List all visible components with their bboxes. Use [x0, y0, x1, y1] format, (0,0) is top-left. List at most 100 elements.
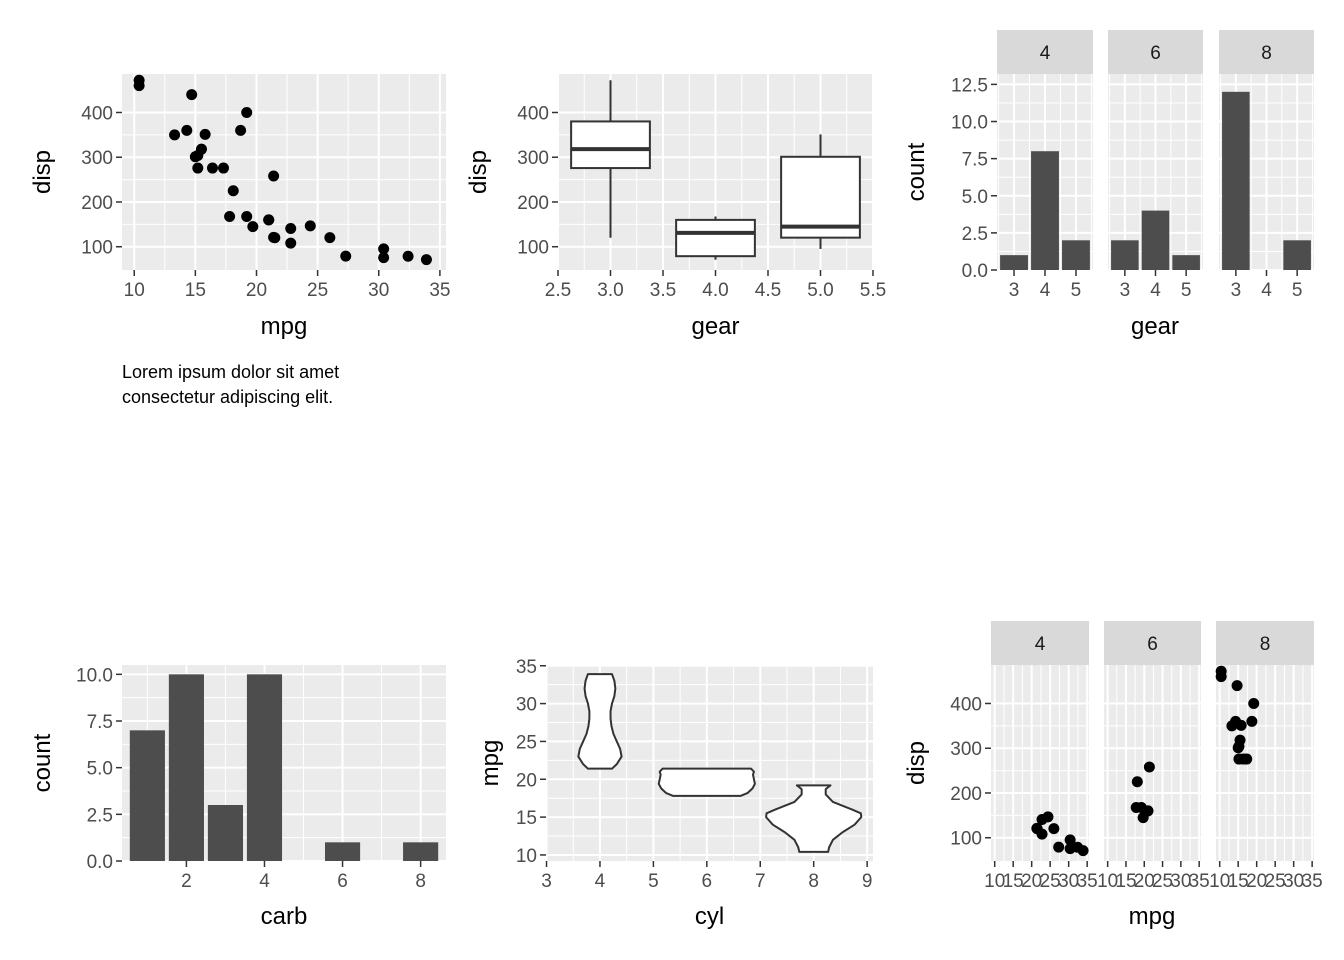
scatter-point — [285, 222, 297, 234]
facet-strip — [1219, 30, 1314, 74]
caption: Lorem ipsum dolor sit amet consectetur a… — [122, 360, 339, 410]
x-axis-title: gear — [1131, 313, 1179, 340]
scatter-point — [1232, 742, 1244, 754]
x-tick-label: 30 — [1058, 871, 1079, 892]
box-body — [780, 155, 861, 239]
violin-cyl-6 — [657, 767, 756, 797]
scatter-point — [1031, 822, 1043, 834]
chart-facet-scatter-mpg-disp: 1015202530351002003004004101520253035610… — [903, 621, 1323, 930]
x-tick-label: 4 — [1040, 280, 1051, 301]
facet-strip-label: 8 — [1261, 43, 1272, 64]
box-gear-5 — [780, 134, 861, 249]
bar — [1283, 240, 1311, 270]
scatter-point — [181, 124, 193, 136]
scatter-point — [1036, 813, 1048, 825]
x-tick-label: 10 — [984, 871, 1005, 892]
facet-strip-label: 4 — [1035, 634, 1046, 655]
x-tick-label: 9 — [862, 871, 873, 892]
y-tick-label: 100 — [81, 238, 113, 259]
x-tick-label: 20 — [246, 280, 267, 301]
scatter-point — [402, 250, 414, 262]
y-axis-title: disp — [903, 741, 930, 785]
box-body — [570, 120, 651, 170]
x-tick-label: 3 — [541, 871, 552, 892]
y-tick-label: 300 — [81, 148, 113, 169]
chart-boxplot-gear-disp: 2.5 3.0 3.5 4.0 4.5 5.0 5.5 100 200 300 400 gear dis… — [465, 74, 886, 340]
x-tick-label: 10 — [1209, 871, 1230, 892]
x-tick-label: 25 — [1040, 871, 1061, 892]
scatter-point — [199, 128, 211, 140]
facet-strip — [991, 621, 1089, 665]
x-tick-label: 20 — [1246, 871, 1267, 892]
y-axis-title: disp — [465, 150, 492, 194]
violin-cyl-8 — [765, 784, 863, 853]
scatter-point — [263, 214, 275, 226]
scatter-point — [133, 80, 145, 92]
y-tick-label: 300 — [950, 739, 982, 760]
y-tick-label: 200 — [950, 784, 982, 805]
bar — [168, 674, 204, 861]
scatter-point — [340, 250, 352, 262]
x-tick-label: 3 — [1231, 280, 1242, 301]
scatter-point — [1235, 719, 1247, 731]
x-tick-label: 15 — [1003, 871, 1024, 892]
x-axis-title: mpg — [261, 313, 308, 340]
x-tick-label: 2.5 — [545, 280, 571, 301]
y-tick-label: 200 — [81, 193, 113, 214]
facet-strip — [1216, 621, 1314, 665]
x-axis-title: carb — [261, 903, 308, 930]
y-tick-label: 400 — [950, 694, 982, 715]
y-tick-label: 100 — [950, 829, 982, 850]
scatter-point — [1143, 761, 1155, 773]
caption-line-2: consectetur adipiscing elit. — [122, 387, 334, 407]
facet-panel-4: 3 4 50.02.55.07.510.012.54 — [951, 30, 1093, 301]
scatter-point — [235, 124, 247, 136]
x-tick-label: 4 — [1261, 280, 1272, 301]
scatter-point — [378, 243, 390, 255]
x-tick-label: 8 — [808, 871, 819, 892]
scatter-point — [186, 89, 198, 101]
x-tick-label: 25 — [1152, 871, 1173, 892]
facet-panel-8: 3 4 5 8 — [1219, 30, 1314, 301]
scatter-point — [189, 151, 201, 163]
violin-cyl-4 — [577, 673, 623, 770]
scatter-point — [378, 252, 390, 264]
plot-panel — [1216, 665, 1314, 861]
scatter-point — [217, 162, 229, 174]
facet-strip-label: 8 — [1260, 634, 1271, 655]
scatter-point — [268, 170, 280, 182]
x-tick-label: 6 — [702, 871, 713, 892]
y-tick-label: 10 — [516, 846, 537, 867]
x-tick-label: 25 — [307, 280, 328, 301]
scatter-point — [1130, 801, 1142, 813]
x-axis-title: mpg — [1129, 903, 1176, 930]
scatter-point — [1137, 812, 1149, 824]
chart-facet-bar-gear: 3 4 50.02.55.07.510.012.543 4 563 4 58gearcoun… — [903, 30, 1314, 340]
x-tick-label: 10 — [124, 280, 145, 301]
chart-violin-cyl-mpg: 3 4 5 6 7 8 9 10 15 20 25 30 35 cyl mpg — [477, 657, 873, 930]
y-tick-label: 0.0 — [87, 852, 113, 873]
scatter-point — [206, 162, 218, 174]
x-tick-label: 5.0 — [807, 280, 833, 301]
scatter-point — [1077, 845, 1089, 857]
bar — [1111, 240, 1139, 270]
y-tick-label: 35 — [516, 657, 537, 678]
chart-bar-carb: 2 4 6 8 0.0 2.5 5.0 7.5 10.0 carb count — [29, 665, 446, 930]
y-tick-label: 10.0 — [76, 665, 113, 686]
x-tick-label: 8 — [415, 871, 426, 892]
plot-panel — [122, 74, 446, 270]
box-body — [675, 218, 756, 258]
scatter-point — [1064, 834, 1076, 846]
scatter-point — [1241, 753, 1253, 765]
x-tick-label: 35 — [1302, 871, 1323, 892]
bar — [246, 674, 283, 861]
y-tick-label: 10.0 — [951, 113, 988, 134]
bar — [403, 842, 439, 861]
y-tick-label: 400 — [517, 103, 549, 124]
x-tick-label: 20 — [1021, 871, 1042, 892]
y-tick-label: 7.5 — [962, 150, 988, 171]
x-tick-label: 30 — [1170, 871, 1191, 892]
scatter-point — [224, 210, 236, 222]
facet-strip — [1104, 621, 1201, 665]
